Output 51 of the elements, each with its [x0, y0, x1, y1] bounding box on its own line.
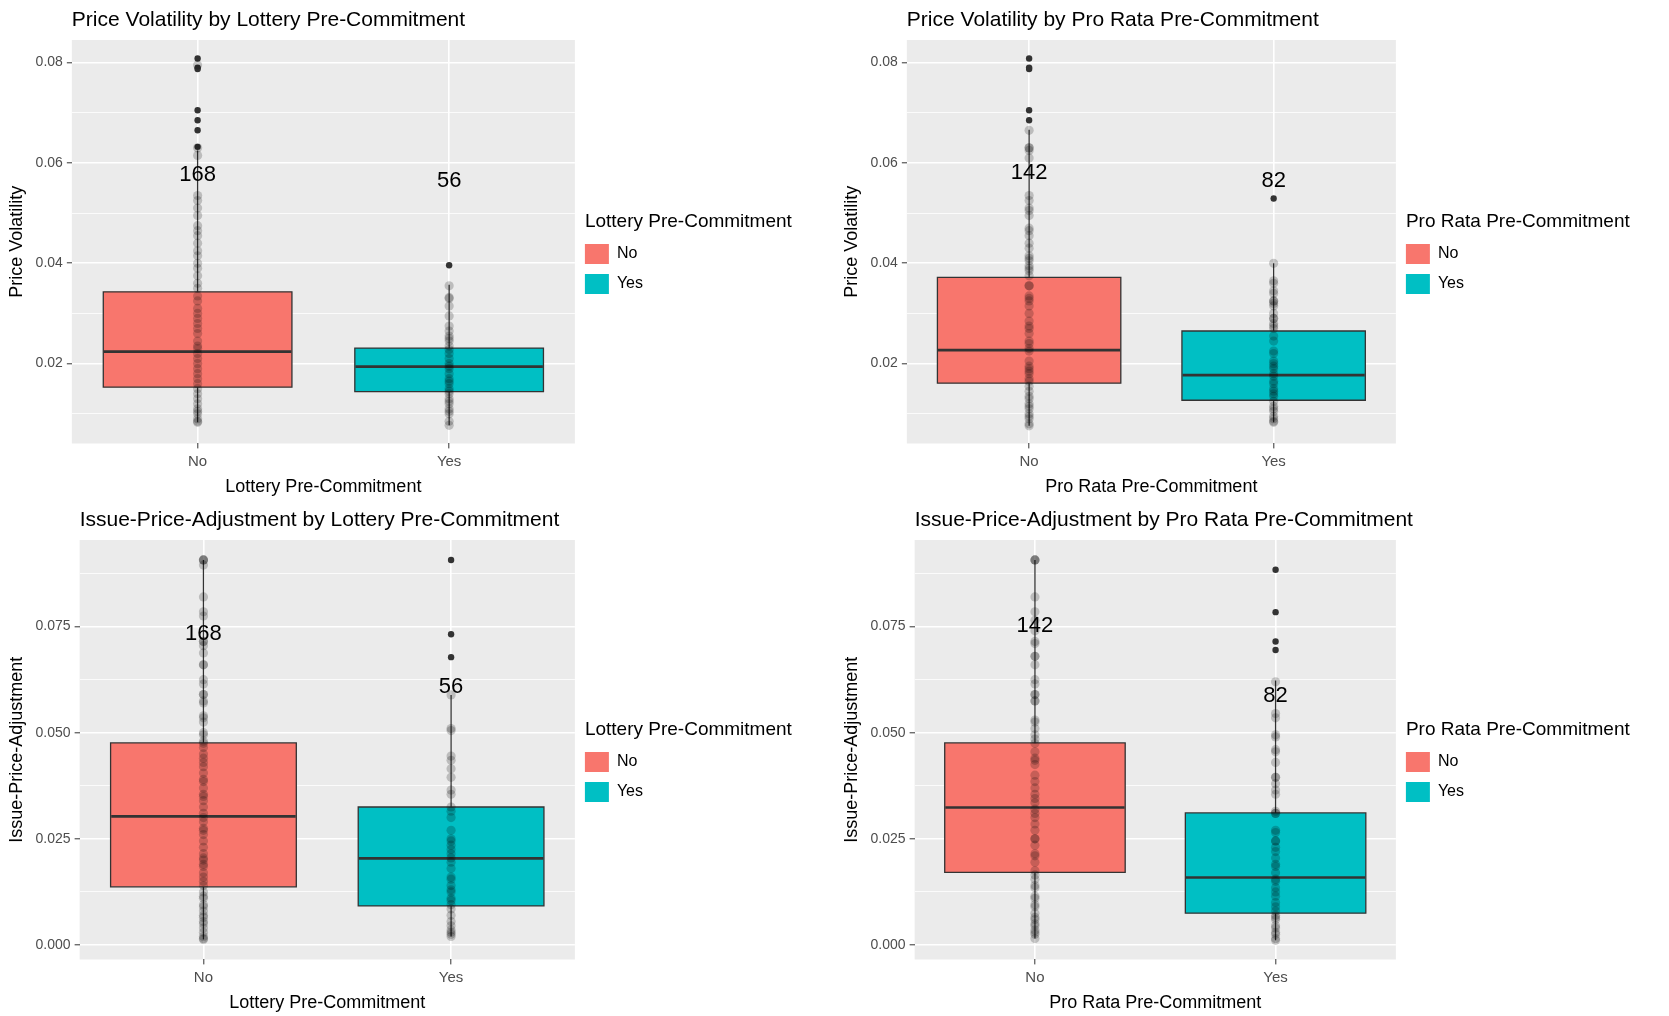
chart-title: Price Volatility by Pro Rata Pre-Commitment — [906, 6, 1319, 30]
chart-title: Price Volatility by Lottery Pre-Commitment — [71, 6, 466, 30]
x-axis-title: Pro Rata Pre-Commitment — [1045, 476, 1258, 497]
y-tick-label: 0.025 — [870, 829, 906, 846]
y-axis-title: Issue-Price-Adjustment — [840, 656, 861, 843]
y-tick-label: 0.04 — [870, 254, 899, 271]
x-tick-label: Yes — [436, 451, 462, 469]
y-tick-label: 0.04 — [35, 254, 64, 271]
x-axis-title: Lottery Pre-Commitment — [229, 992, 426, 1013]
chart-title: Issue-Price-Adjustment by Pro Rata Pre-Commitment — [914, 506, 1414, 530]
x-axis-title: Lottery Pre-Commitment — [225, 476, 422, 497]
y-tick-label: 0.050 — [870, 723, 906, 740]
legend-label: Yes — [1437, 782, 1465, 800]
x-tick-label: No — [193, 967, 214, 985]
legend-label: Yes — [1437, 274, 1465, 292]
legend-label: No — [1437, 244, 1459, 262]
y-tick-label: 0.08 — [870, 53, 899, 70]
y-tick-label: 0.08 — [35, 53, 64, 70]
y-axis-title: Price Volatility — [840, 185, 861, 298]
legend-title: Pro Rata Pre-Commitment — [1405, 210, 1631, 232]
legend-label: No — [616, 752, 638, 770]
y-tick-label: 0.06 — [870, 153, 899, 170]
chart-title: Issue-Price-Adjustment by Lottery Pre-Commitment — [79, 506, 560, 530]
x-tick-label: No — [1025, 967, 1045, 985]
y-tick-label: 0.000 — [870, 935, 906, 952]
legend-title: Lottery Pre-Commitment — [584, 210, 793, 232]
x-axis-title: Pro Rata Pre-Commitment — [1049, 992, 1262, 1013]
x-tick-label: Yes — [438, 967, 464, 985]
legend-title: Lottery Pre-Commitment — [584, 718, 793, 740]
annotation: 56 — [436, 167, 462, 193]
y-tick-label: 0.06 — [35, 153, 64, 170]
annotation: 82 — [1261, 167, 1286, 193]
y-tick-label: 0.025 — [35, 829, 71, 846]
x-tick-label: Yes — [1261, 451, 1286, 469]
legend-label: No — [616, 244, 638, 262]
y-tick-label: 0.02 — [870, 354, 899, 371]
y-tick-label: 0.075 — [35, 617, 71, 634]
x-tick-label: No — [1019, 451, 1039, 469]
legend-title: Pro Rata Pre-Commitment — [1405, 718, 1631, 740]
y-tick-label: 0.02 — [35, 354, 64, 371]
x-tick-label: No — [188, 451, 208, 469]
y-tick-label: 0.000 — [35, 935, 71, 952]
legend-label: Yes — [616, 274, 644, 292]
y-tick-label: 0.075 — [870, 617, 906, 634]
legend-label: Yes — [616, 782, 644, 800]
y-tick-label: 0.050 — [35, 723, 71, 740]
annotation: 56 — [438, 672, 464, 698]
y-axis-title: Issue-Price-Adjustment — [5, 656, 26, 843]
legend-label: No — [1437, 752, 1459, 770]
y-axis-title: Price Volatility — [5, 185, 26, 298]
x-tick-label: Yes — [1263, 967, 1288, 985]
